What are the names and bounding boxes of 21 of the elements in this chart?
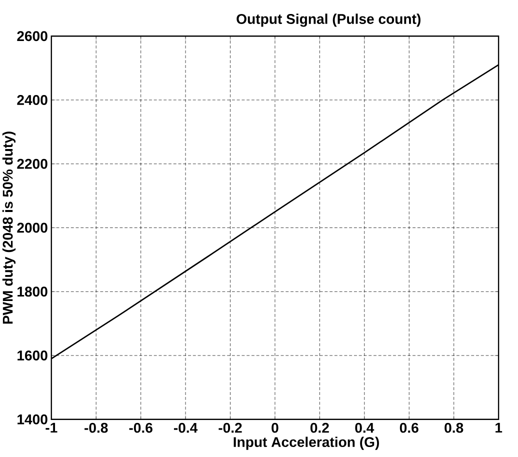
chart-title: Output Signal (Pulse count) bbox=[236, 14, 420, 27]
x-tick-label: -0.4 bbox=[174, 422, 198, 433]
x-tick-label: -1 bbox=[46, 422, 58, 433]
x-tick-label: 0.2 bbox=[310, 422, 329, 433]
y-tick-label: 1800 bbox=[18, 286, 48, 297]
x-tick-label: 0.6 bbox=[400, 422, 418, 433]
y-tick-label: 2000 bbox=[17, 222, 48, 233]
x-tick-label: 0.8 bbox=[444, 422, 464, 433]
x-tick-label: 0 bbox=[272, 422, 278, 433]
x-axis-title: Input Acceleration (G) bbox=[234, 436, 379, 450]
x-tick-label: -0.2 bbox=[218, 422, 242, 433]
y-tick-label: 2600 bbox=[17, 31, 48, 42]
y-axis-title: PWM duty (2048 is 50% duty) bbox=[2, 132, 16, 324]
x-tick-label: -0.8 bbox=[84, 422, 108, 433]
y-tick-label: 1600 bbox=[18, 350, 48, 361]
x-tick-label: 1 bbox=[496, 422, 502, 433]
y-tick-label: 2400 bbox=[17, 95, 48, 106]
x-tick-label: 0.4 bbox=[355, 422, 374, 433]
y-tick-label: 1400 bbox=[18, 414, 48, 424]
y-tick-label: 2200 bbox=[17, 158, 48, 169]
x-tick-label: -0.6 bbox=[129, 422, 152, 433]
